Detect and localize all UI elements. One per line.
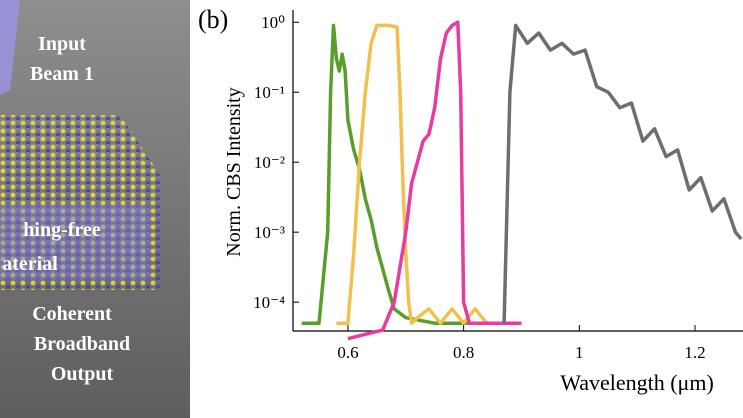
panel-a-label: Output	[51, 363, 114, 385]
y-tick-label: 10⁻¹	[254, 83, 285, 102]
y-tick-label: 10⁻²	[254, 153, 285, 172]
series-line	[336, 23, 489, 325]
y-tick-label: 10⁻³	[254, 223, 285, 242]
crystal-lattice	[0, 115, 160, 290]
panel-a-label: Input	[38, 33, 86, 55]
x-tick-label: 1.2	[684, 343, 705, 362]
y-axis-label: Norm. CBS Intensity	[223, 87, 245, 256]
x-tick-label: 1	[575, 343, 584, 362]
x-tick-label: 0.6	[337, 343, 358, 362]
x-axis-label: Wavelength (μm)	[560, 370, 714, 395]
panel-a-label: Coherent	[32, 303, 112, 325]
series-line	[347, 20, 522, 341]
series-line	[301, 23, 522, 325]
series-line	[502, 23, 743, 324]
panel-a-label: aterial	[2, 253, 58, 275]
y-tick-label: 10⁰	[261, 13, 285, 32]
panel-a-label: hing-free	[23, 219, 101, 241]
input-beam	[0, 0, 20, 95]
panel-a-label: Beam 1	[30, 63, 94, 85]
panel-a-label: Broadband	[34, 333, 130, 355]
x-tick-label: 0.8	[453, 343, 474, 362]
panel-label: (b)	[198, 5, 228, 34]
crystal-highlight	[0, 205, 150, 280]
y-tick-label: 10⁻⁴	[253, 293, 285, 312]
panel-a: Input Beam 1 hing-free aterial Coherent …	[0, 0, 190, 418]
